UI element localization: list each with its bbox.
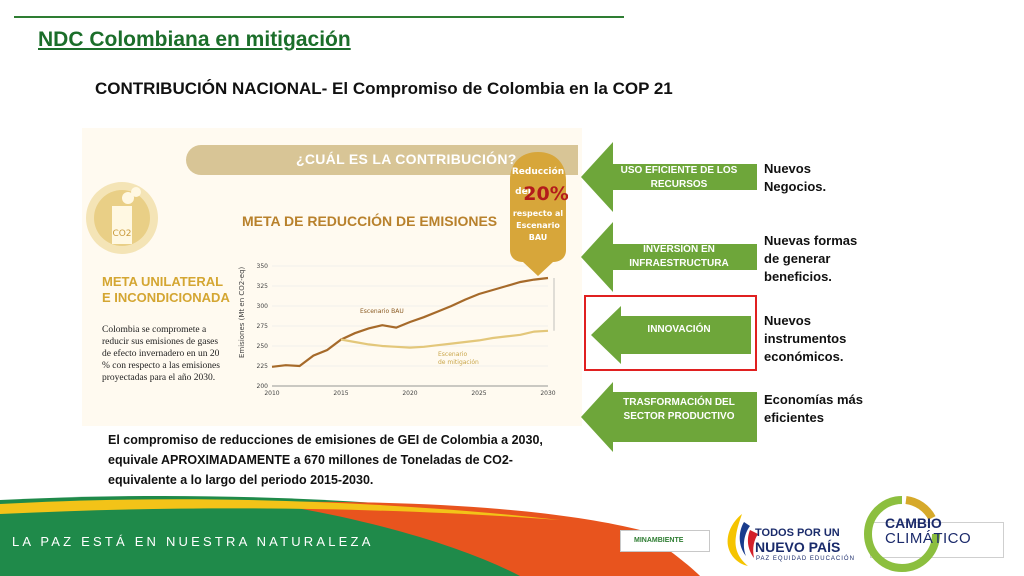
benefit-economias: Economías más eficientes xyxy=(764,392,863,425)
y-tick-label: 225 xyxy=(257,363,269,370)
innovacion-highlight-box xyxy=(584,295,757,371)
series-line-bau xyxy=(271,276,549,368)
meta-title-line2: E INCONDICIONADA xyxy=(102,290,230,305)
mitigation-annotation-line1: Escenario xyxy=(438,351,468,358)
chart-grid xyxy=(272,265,548,387)
footer-band xyxy=(0,495,700,576)
x-tick-label: 2020 xyxy=(402,390,417,397)
benefit-nuevos-instrumentos: Nuevos instrumentos económicos. xyxy=(764,313,847,364)
x-tick-label: 2025 xyxy=(471,390,486,397)
meta-unilateral-body: Colombia se compromete a reducir sus emi… xyxy=(102,325,220,383)
question-banner-text: ¿CUÁL ES LA CONTRIBUCIÓN? xyxy=(296,151,517,167)
badge-line3: respecto al xyxy=(513,209,564,218)
todos-tagline: PAZ EQUIDAD EDUCACIÓN xyxy=(756,556,855,562)
reduction-badge: Reducción del 20% respecto al Escenario … xyxy=(510,152,568,276)
x-tick-label: 2015 xyxy=(333,390,348,397)
meta-title-line1: META UNILATERAL xyxy=(102,274,224,289)
arrow-innovacion xyxy=(591,306,751,364)
cambio-climatico-line1: CAMBIO xyxy=(885,515,942,531)
badge-line4: Escenario xyxy=(516,221,560,230)
todos-line1: TODOS POR UN xyxy=(755,527,840,539)
emissions-chart: 200 225 250 275 300 325 350 2010 2015 2020 2025 203… xyxy=(238,263,556,397)
y-tick-label: 200 xyxy=(257,383,269,390)
arrow-inversion xyxy=(581,222,757,292)
co2-factory-icon: CO2 xyxy=(86,182,158,254)
footer-slogan: LA PAZ ESTÁ EN NUESTRA NATURALEZA xyxy=(12,534,374,549)
arrow-label-uso-eficiente: USO EFICIENTE DE LOS RECURSOS xyxy=(620,165,738,190)
chart-title: META DE REDUCCIÓN DE EMISIONES xyxy=(242,213,498,229)
minambiente-label: MINAMBIENTE xyxy=(634,537,684,544)
slide-subtitle: CONTRIBUCIÓN NACIONAL- El Compromiso de … xyxy=(95,79,673,98)
chart-lines xyxy=(271,276,555,368)
arrow-uso-eficiente xyxy=(581,142,757,212)
chart-y-label: Emisiones (Mt en CO2-eq) xyxy=(238,266,246,358)
y-tick-label: 275 xyxy=(257,323,269,330)
arrow-label-inversion: INVERSIÓN EN INFRAESTRUCTURA xyxy=(629,244,729,269)
arrow-label-trasformacion: TRASFORMACIÓN DEL SECTOR PRODUCTIVO xyxy=(623,397,735,422)
todos-por-un-nuevo-pais-icon xyxy=(727,514,758,566)
benefit-nuevas-formas: Nuevas formas de generar beneficios. xyxy=(764,233,858,284)
title-rule xyxy=(14,16,624,18)
benefit-nuevos-negocios: Nuevos Negocios. xyxy=(764,161,827,194)
badge-value: 20% xyxy=(523,183,568,205)
chart-ticks: 200 225 250 275 300 325 350 2010 2015 2020 2025 203… xyxy=(257,263,556,397)
y-tick-label: 300 xyxy=(257,303,269,310)
cambio-climatico-line2: CLIMÁTICO xyxy=(885,530,972,547)
series-line-mitigacion xyxy=(340,329,549,349)
meta-unilateral-title: META UNILATERAL E INCONDICIONADA xyxy=(102,274,230,306)
badge-line1: Reducción xyxy=(512,166,564,177)
mitigation-annotation-line2: de mitigación xyxy=(438,359,479,366)
co2-label: CO2 xyxy=(112,229,131,239)
arrow-trasformacion xyxy=(581,382,757,452)
slide-title: NDC Colombiana en mitigación xyxy=(38,28,351,51)
y-tick-label: 350 xyxy=(257,263,269,270)
footnote: El compromiso de reducciones de emisione… xyxy=(108,433,543,487)
arrow-label-innovacion: INNOVACIÓN xyxy=(647,324,711,335)
x-tick-label: 2010 xyxy=(264,390,279,397)
y-tick-label: 250 xyxy=(257,343,269,350)
todos-line2: NUEVO PAÍS xyxy=(755,539,841,555)
badge-line5: BAU xyxy=(529,233,548,242)
badge-line2: del xyxy=(515,187,531,197)
minambiente-logo xyxy=(620,530,710,552)
cambio-climatico-ring-icon xyxy=(864,496,940,572)
x-tick-label: 2030 xyxy=(540,390,555,397)
infographic-panel xyxy=(82,128,582,426)
y-tick-label: 325 xyxy=(257,283,269,290)
bau-annotation: Escenario BAU xyxy=(360,308,404,315)
